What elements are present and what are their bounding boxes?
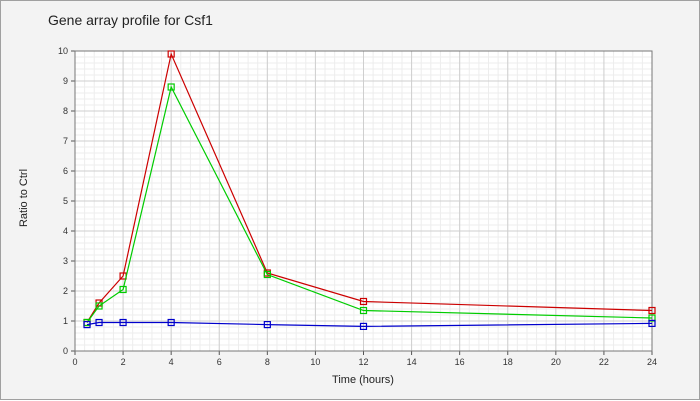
y-tick-label: 9 (63, 76, 68, 86)
x-tick-label: 2 (121, 357, 126, 367)
x-axis-label: Time (hours) (332, 374, 394, 386)
data-point-series-3 (263, 321, 271, 329)
y-tick-label: 1 (63, 316, 68, 326)
data-point-series-2 (119, 285, 127, 294)
y-tick-label: 10 (58, 46, 68, 56)
x-tick-label: 24 (647, 357, 657, 367)
data-point-series-1 (648, 306, 656, 315)
data-point-series-1 (359, 297, 368, 306)
data-point-series-2 (95, 302, 103, 310)
data-point-series-3 (95, 318, 103, 327)
data-point-series-2 (359, 306, 368, 315)
x-tick-label: 20 (551, 357, 561, 367)
y-tick-label: 4 (63, 226, 68, 236)
y-tick-label: 7 (63, 136, 68, 146)
y-tick-label: 5 (63, 196, 68, 206)
chart-title: Gene array profile for Csf1 (48, 12, 213, 28)
x-tick-label: 16 (455, 357, 465, 367)
data-point-series-3 (119, 318, 127, 327)
data-point-series-2 (167, 83, 175, 91)
plot-border (74, 50, 653, 352)
data-point-series-1 (167, 50, 175, 58)
series-line-3 (86, 321, 653, 328)
x-tick-label: 12 (358, 357, 368, 367)
data-point-series-2 (263, 270, 271, 279)
x-tick-label: 8 (265, 357, 270, 367)
x-tick-label: 6 (217, 357, 222, 367)
x-tick-label: 14 (407, 357, 417, 367)
data-point-series-3 (83, 321, 91, 329)
y-tick-label: 0 (63, 346, 68, 356)
x-tick-label: 4 (169, 357, 174, 367)
x-tick-label: 10 (310, 357, 320, 367)
x-tick-label: 18 (503, 357, 513, 367)
y-tick-label: 6 (63, 166, 68, 176)
x-tick-label: 0 (72, 357, 77, 367)
series-line-2 (86, 85, 653, 323)
y-tick-label: 3 (63, 256, 68, 266)
y-tick-label: 8 (63, 106, 68, 116)
data-point-series-3 (648, 319, 656, 327)
data-point-series-3 (167, 318, 175, 327)
x-tick-label: 22 (599, 357, 609, 367)
y-tick-label: 2 (63, 286, 68, 296)
data-point-series-2 (648, 314, 656, 322)
data-point-series-3 (359, 322, 368, 330)
